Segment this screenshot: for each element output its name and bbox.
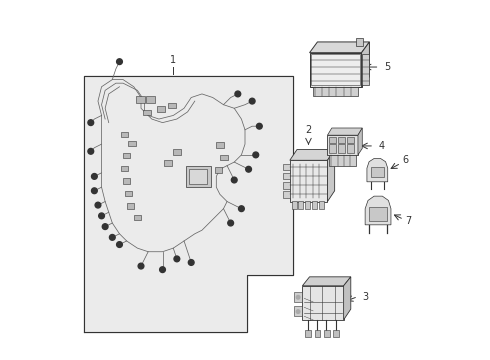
Bar bbox=[313, 87, 358, 96]
Text: 7: 7 bbox=[405, 216, 412, 225]
Polygon shape bbox=[84, 76, 294, 332]
Bar bbox=[283, 182, 290, 189]
Text: 3: 3 bbox=[363, 292, 369, 302]
Bar bbox=[168, 103, 176, 108]
Circle shape bbox=[117, 242, 122, 247]
Bar bbox=[164, 160, 172, 166]
Bar bbox=[125, 191, 132, 196]
Bar bbox=[123, 153, 130, 158]
Bar bbox=[157, 106, 165, 112]
Bar bbox=[220, 154, 228, 160]
Circle shape bbox=[92, 174, 97, 179]
Bar bbox=[216, 142, 224, 148]
Bar bbox=[215, 167, 222, 173]
Circle shape bbox=[102, 224, 108, 229]
Polygon shape bbox=[290, 149, 335, 160]
Polygon shape bbox=[343, 277, 351, 320]
Bar bbox=[147, 96, 155, 103]
Bar bbox=[143, 110, 151, 116]
Circle shape bbox=[188, 260, 194, 265]
Bar bbox=[327, 135, 358, 155]
Bar bbox=[126, 203, 134, 209]
Circle shape bbox=[235, 91, 241, 97]
Polygon shape bbox=[362, 42, 369, 87]
Polygon shape bbox=[327, 149, 335, 202]
Bar bbox=[283, 163, 290, 170]
Bar bbox=[123, 178, 130, 184]
Bar bbox=[294, 306, 302, 316]
Bar bbox=[329, 155, 356, 166]
Text: 1: 1 bbox=[170, 55, 176, 65]
Bar bbox=[173, 149, 181, 155]
Text: 2: 2 bbox=[305, 125, 312, 135]
Circle shape bbox=[256, 123, 262, 129]
Polygon shape bbox=[365, 196, 391, 225]
Bar bbox=[347, 144, 354, 153]
Circle shape bbox=[92, 188, 97, 194]
Bar bbox=[305, 201, 310, 209]
Bar bbox=[122, 132, 128, 137]
Bar bbox=[298, 201, 303, 209]
Polygon shape bbox=[327, 128, 362, 135]
Bar bbox=[134, 215, 141, 220]
Circle shape bbox=[253, 152, 259, 158]
Bar bbox=[347, 137, 354, 143]
Polygon shape bbox=[310, 42, 369, 53]
Circle shape bbox=[88, 148, 94, 154]
Circle shape bbox=[249, 98, 255, 104]
Bar bbox=[356, 39, 364, 45]
Bar bbox=[338, 137, 344, 143]
Polygon shape bbox=[84, 76, 294, 332]
Polygon shape bbox=[358, 128, 362, 155]
Text: 6: 6 bbox=[402, 154, 408, 165]
Text: 4: 4 bbox=[379, 141, 385, 151]
Bar bbox=[290, 160, 327, 202]
Circle shape bbox=[296, 310, 300, 314]
Polygon shape bbox=[302, 277, 351, 286]
Circle shape bbox=[95, 202, 101, 208]
Bar bbox=[186, 166, 211, 187]
Bar bbox=[122, 166, 128, 171]
Bar bbox=[319, 201, 324, 209]
Circle shape bbox=[160, 267, 166, 273]
Polygon shape bbox=[367, 158, 388, 182]
Circle shape bbox=[109, 234, 115, 240]
Circle shape bbox=[138, 263, 144, 269]
Bar bbox=[338, 144, 344, 153]
Bar bbox=[368, 207, 387, 221]
Bar bbox=[315, 330, 320, 337]
Circle shape bbox=[231, 177, 237, 183]
Circle shape bbox=[174, 256, 180, 262]
Circle shape bbox=[296, 296, 300, 299]
Bar bbox=[190, 169, 207, 184]
Circle shape bbox=[98, 213, 104, 219]
Bar bbox=[310, 53, 362, 87]
Circle shape bbox=[88, 120, 94, 126]
Bar bbox=[329, 144, 336, 153]
Bar bbox=[370, 167, 384, 177]
Circle shape bbox=[228, 220, 234, 226]
Bar bbox=[362, 54, 369, 85]
Bar bbox=[324, 330, 330, 337]
Bar bbox=[283, 192, 290, 198]
Bar bbox=[283, 173, 290, 179]
Bar bbox=[333, 330, 339, 337]
Bar bbox=[311, 54, 360, 85]
Bar bbox=[329, 137, 336, 143]
Bar bbox=[294, 292, 302, 302]
Bar bbox=[305, 330, 311, 337]
Bar bbox=[302, 286, 343, 320]
Bar bbox=[312, 201, 317, 209]
Text: 5: 5 bbox=[384, 62, 390, 72]
Bar bbox=[136, 96, 145, 103]
Bar bbox=[128, 140, 136, 146]
Circle shape bbox=[117, 59, 122, 64]
Circle shape bbox=[245, 166, 251, 172]
Bar bbox=[292, 201, 296, 209]
Circle shape bbox=[239, 206, 245, 212]
